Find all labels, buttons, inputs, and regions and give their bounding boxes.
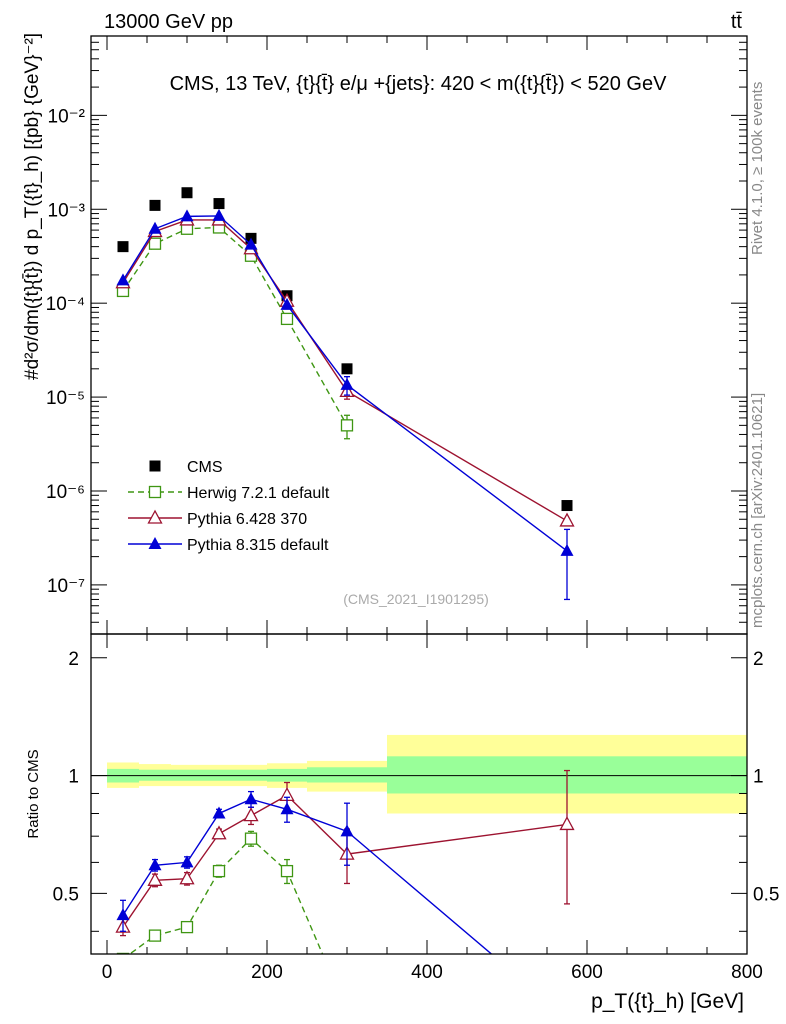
main-y-label: #d²σ/dm({t}{t̄}) d p_T({t}_h) [{pb} {GeV… [22, 33, 43, 380]
ratio-pythia-6-428-370-point [147, 871, 163, 886]
legend-marker-cms [149, 460, 161, 472]
cms-point [117, 241, 129, 253]
ratio-y-tick-label-right: 2 [753, 649, 764, 670]
x-axis-label: p_T({t}_h) [GeV] [591, 990, 744, 1013]
ratio-pythia-8-315-default-point [244, 792, 258, 805]
cms-point [181, 187, 193, 199]
pythia-8-315-default-point [212, 208, 226, 221]
ratio-pythia-8-315-default-point [180, 855, 194, 868]
main-title: CMS, 13 TeV, {t}{t̄} e/μ +{jets}: 420 < … [170, 73, 668, 95]
rivet-label: Rivet 4.1.0, ≥ 100k events [749, 82, 766, 255]
ratio-pythia-8-315-default-point [561, 1011, 574, 1023]
ratio-herwig-7-2-1-default-point [212, 864, 226, 878]
x-tick-label: 400 [411, 962, 443, 983]
ratio-pythia-8-315-default-point [280, 802, 294, 815]
legend-label-herwig-7-2-1-default: Herwig 7.2.1 default [187, 485, 330, 502]
ratio-y-tick-label: 0.5 [53, 884, 79, 905]
ratio-y-tick-label-right: 1 [753, 767, 764, 788]
pythia-8-315-default-point [116, 273, 130, 286]
ratio-panel: 0.5 0.5 1 1 2 2 0 200 400 600 800 Ratio to CMS p_T… [25, 633, 779, 1023]
ratio-pythia-8-315-default-point [212, 806, 226, 819]
ratio-pythia-6-428-370-point [559, 816, 575, 831]
pythia-8-315-default-point [148, 221, 162, 234]
pythia-8-315-default-point [244, 237, 258, 250]
herwig-7-2-1-default-line [122, 226, 348, 426]
ratio-pythia-6-428-370-point [211, 825, 227, 840]
ratio-herwig-7-2-1-default-point [280, 864, 294, 878]
ratio-axis-ticks: 0.5 0.5 1 1 2 2 0 200 400 600 800 [53, 634, 779, 983]
pythia-8-315-default-point [180, 209, 194, 222]
pythia-6-428-370-point [559, 512, 575, 527]
main-y-tick-label: 10⁻³ [48, 200, 86, 221]
main-y-tick-label: 10⁻⁵ [46, 388, 85, 409]
ratio-y-tick-label: 2 [68, 649, 79, 670]
x-tick-label: 200 [251, 962, 283, 983]
legend-label-cms: CMS [187, 459, 223, 476]
process-label: tt̄ [731, 11, 743, 33]
ratio-pythia-6-428-370-line [122, 794, 568, 928]
main-data [115, 187, 575, 601]
ratio-herwig-7-2-1-default-point [180, 920, 194, 934]
x-tick-label: 0 [102, 962, 113, 983]
pythia-8-315-default-point [340, 377, 354, 390]
pythia-6-428-370-line [122, 219, 568, 522]
ratio-pythia-8-315-default-point [148, 858, 162, 871]
main-axis-ticks: 10⁻² 10⁻³ 10⁻⁴ 10⁻⁵ 10⁻⁶ 10⁻⁷ [46, 35, 748, 635]
main-y-tick-label: 10⁻⁷ [47, 576, 85, 597]
cms-point [213, 198, 225, 210]
cms-point [341, 363, 353, 375]
ratio-data [115, 769, 575, 1023]
legend: CMS Herwig 7.2.1 default Pythia 6.428 370 P… [128, 459, 330, 554]
x-tick-label: 600 [571, 962, 603, 983]
legend-marker-pythia-8-315-default [148, 537, 162, 549]
cms-point [561, 500, 573, 512]
ratio-y-tick-label-right: 0.5 [753, 884, 779, 905]
herwig-7-2-1-default-point [340, 419, 354, 432]
ratio-pythia-6-428-370-point [179, 870, 195, 885]
mcplots-label: mcplots.cern.ch [arXiv:2401.10621] [749, 393, 766, 628]
legend-marker-pythia-6-428-370 [147, 509, 163, 524]
ratio-herwig-7-2-1-default-point [148, 929, 162, 942]
legend-label-pythia-6-428-370: Pythia 6.428 370 [187, 511, 307, 528]
pythia-8-315-default-line [122, 215, 568, 552]
herwig-7-2-1-default-point [280, 312, 294, 326]
watermark: (CMS_2021_I1901295) [343, 591, 489, 607]
ratio-frame [90, 633, 748, 955]
legend-marker-herwig-7-2-1-default [148, 485, 162, 499]
pythia-8-315-default-point [280, 297, 294, 310]
energy-label: 13000 GeV pp [104, 11, 233, 33]
x-tick-label: 800 [731, 962, 763, 983]
ratio-pythia-8-315-default-point [340, 824, 354, 837]
ratio-stat-band [307, 767, 387, 783]
ratio-pythia-6-428-370-point [243, 807, 259, 822]
ratio-y-tick-label: 1 [68, 767, 79, 788]
cms-point [149, 199, 161, 211]
ratio-herwig-7-2-1-default-point [244, 832, 258, 845]
ratio-pythia-8-315-default-point [116, 908, 130, 921]
main-y-tick-label: 10⁻² [48, 106, 86, 127]
legend-label-pythia-8-315-default: Pythia 8.315 default [187, 537, 329, 554]
ratio-y-label: Ratio to CMS [25, 749, 42, 838]
herwig-7-2-1-default-point [148, 237, 162, 250]
ratio-pythia-8-315-default-line [122, 798, 493, 954]
main-y-tick-label: 10⁻⁴ [46, 294, 85, 315]
main-y-tick-label: 10⁻⁶ [46, 482, 85, 503]
pythia-8-315-default-point [560, 543, 574, 556]
main-panel: 10⁻² 10⁻³ 10⁻⁴ 10⁻⁵ 10⁻⁶ 10⁻⁷ CMS, 13 TeV, {t… [22, 33, 748, 635]
ratio-herwig-7-2-1-default-point [342, 1006, 353, 1017]
ratio-herwig-7-2-1-default-point [116, 952, 130, 954]
ratio-bands [107, 734, 747, 814]
